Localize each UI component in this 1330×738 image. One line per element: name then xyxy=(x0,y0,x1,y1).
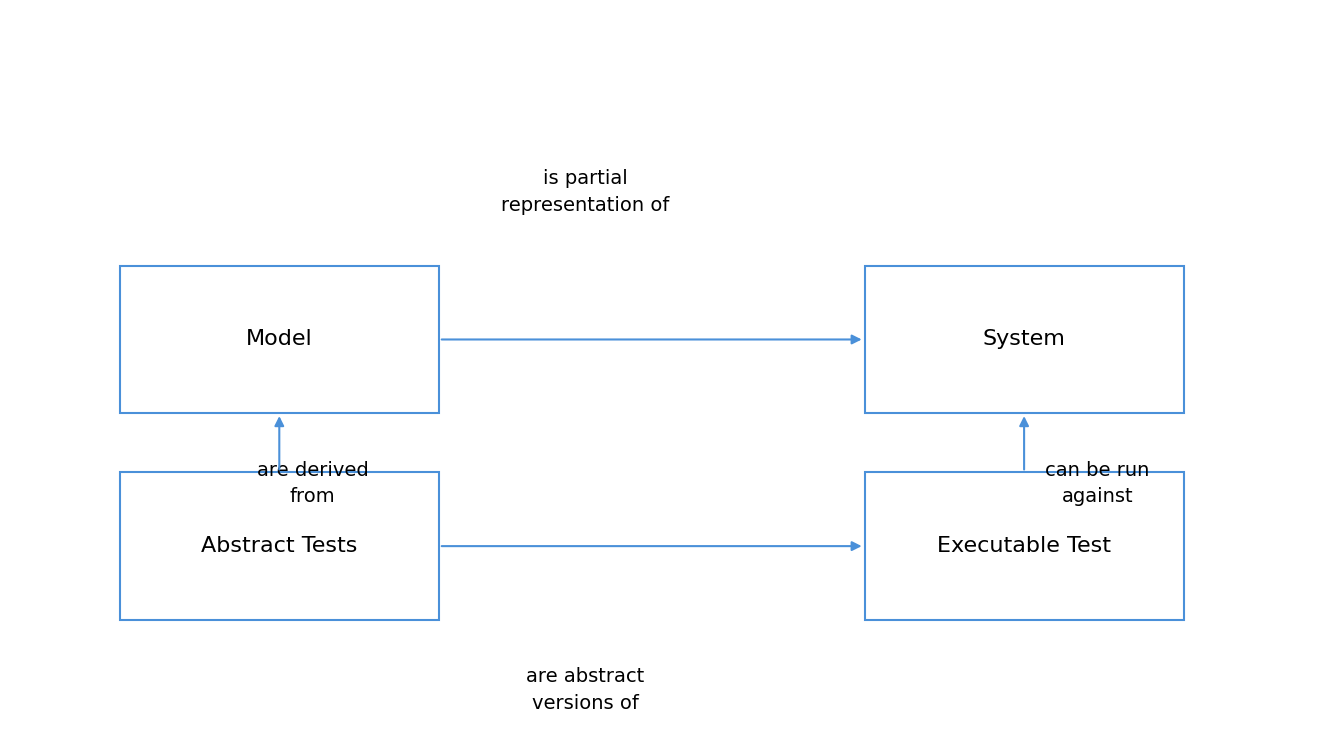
Text: Model: Model xyxy=(246,329,313,350)
FancyArrowPatch shape xyxy=(275,418,283,469)
Text: are abstract
versions of: are abstract versions of xyxy=(527,667,644,713)
Text: are derived
from: are derived from xyxy=(257,461,368,506)
Bar xyxy=(120,266,439,413)
Bar xyxy=(120,472,439,620)
FancyArrowPatch shape xyxy=(1020,418,1028,469)
Text: Executable Test: Executable Test xyxy=(938,536,1111,556)
Bar xyxy=(864,472,1184,620)
Bar xyxy=(864,266,1184,413)
FancyArrowPatch shape xyxy=(442,336,859,343)
Text: can be run
against: can be run against xyxy=(1045,461,1149,506)
Text: Abstract Tests: Abstract Tests xyxy=(201,536,358,556)
Text: System: System xyxy=(983,329,1065,350)
FancyArrowPatch shape xyxy=(442,542,859,550)
Text: is partial
representation of: is partial representation of xyxy=(501,169,669,215)
